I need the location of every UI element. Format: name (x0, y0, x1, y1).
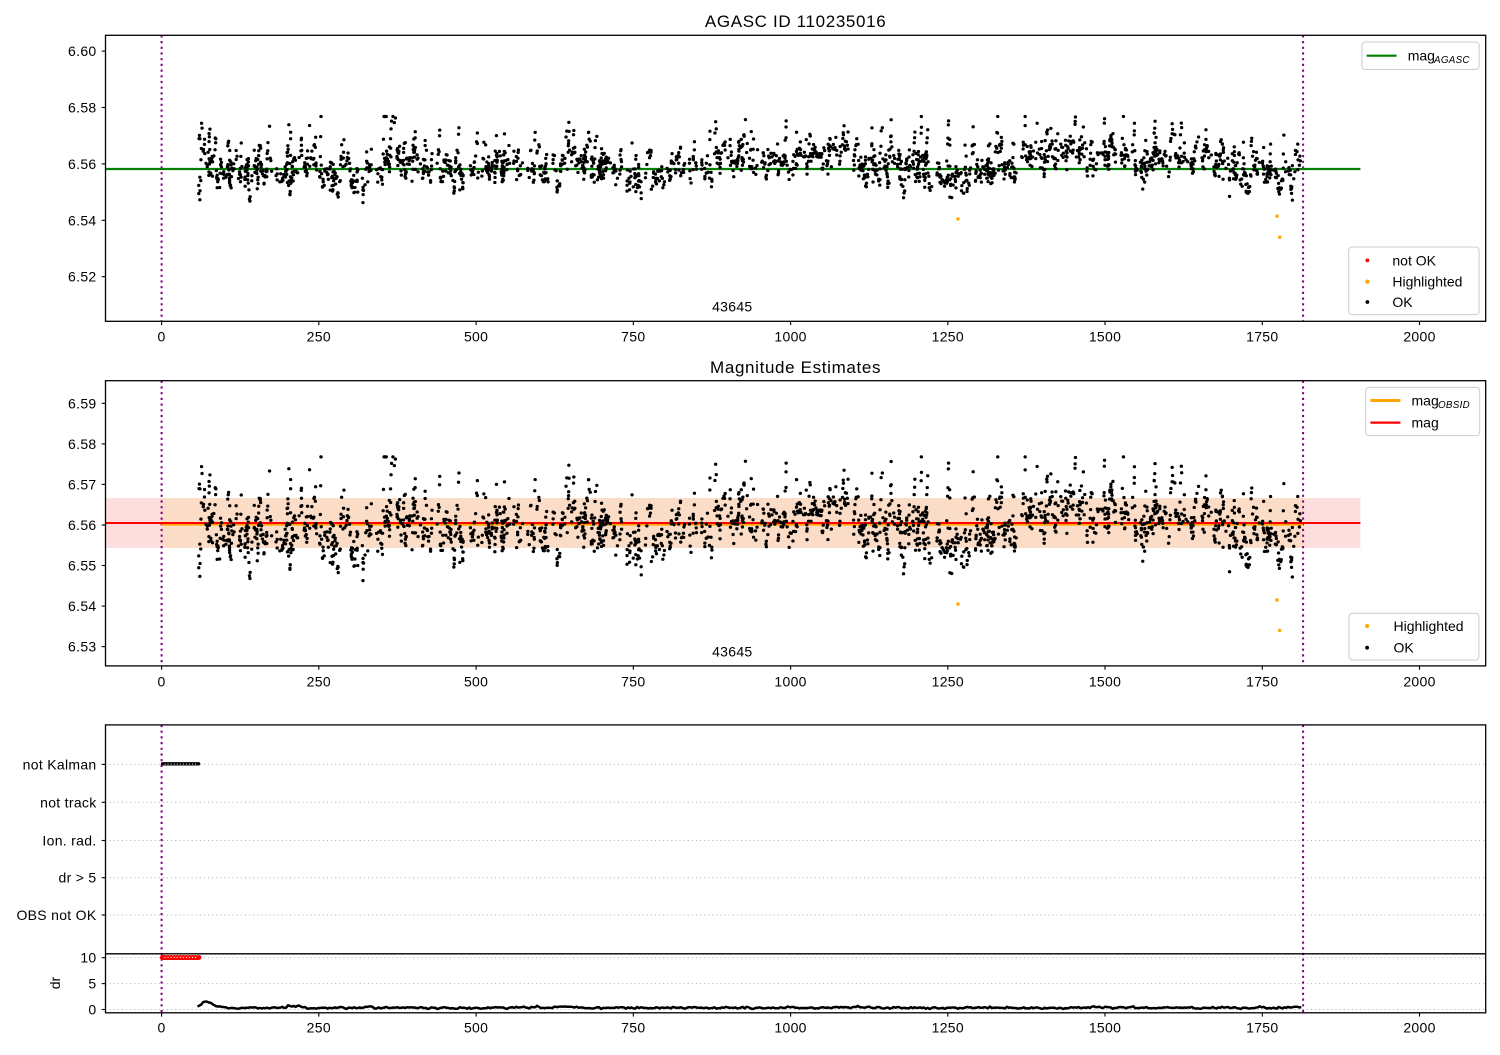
svg-text:6.57: 6.57 (68, 476, 96, 492)
svg-text:6.58: 6.58 (68, 100, 96, 116)
svg-text:1000: 1000 (774, 674, 806, 690)
svg-text:5: 5 (88, 976, 96, 992)
svg-text:1500: 1500 (1089, 674, 1121, 690)
svg-text:6.58: 6.58 (68, 436, 96, 452)
svg-text:dr > 5: dr > 5 (59, 870, 97, 886)
svg-text:1250: 1250 (932, 329, 964, 345)
svg-text:not track: not track (40, 794, 97, 810)
svg-text:6.54: 6.54 (68, 212, 96, 228)
svg-text:6.54: 6.54 (68, 598, 96, 614)
svg-text:mag: mag (1412, 414, 1439, 430)
svg-text:Highlighted: Highlighted (1392, 274, 1462, 290)
svg-text:6.60: 6.60 (68, 43, 96, 59)
svg-text:750: 750 (621, 329, 645, 345)
svg-text:0: 0 (158, 1020, 166, 1036)
svg-text:OK: OK (1394, 640, 1415, 656)
svg-text:6.56: 6.56 (68, 156, 96, 172)
svg-text:500: 500 (464, 1020, 488, 1036)
svg-text:not OK: not OK (1392, 252, 1436, 268)
svg-text:1000: 1000 (774, 1020, 806, 1036)
svg-text:dr: dr (47, 976, 63, 989)
svg-text:250: 250 (307, 674, 331, 690)
svg-text:500: 500 (464, 674, 488, 690)
svg-text:Ion. rad.: Ion. rad. (42, 833, 96, 849)
svg-text:AGASC ID 110235016: AGASC ID 110235016 (705, 12, 887, 31)
svg-text:0: 0 (158, 329, 166, 345)
svg-text:OBS not OK: OBS not OK (16, 907, 96, 923)
svg-text:mag: mag (1408, 48, 1435, 64)
svg-text:6.56: 6.56 (68, 517, 96, 533)
svg-text:0: 0 (88, 1002, 96, 1018)
svg-text:750: 750 (621, 674, 645, 690)
svg-text:750: 750 (621, 1020, 645, 1036)
svg-text:1750: 1750 (1246, 1020, 1278, 1036)
svg-text:6.52: 6.52 (68, 269, 96, 285)
svg-text:2000: 2000 (1403, 674, 1435, 690)
svg-text:500: 500 (464, 329, 488, 345)
svg-text:1500: 1500 (1089, 1020, 1121, 1036)
svg-text:6.59: 6.59 (68, 395, 96, 411)
svg-text:1750: 1750 (1246, 329, 1278, 345)
svg-text:1250: 1250 (932, 1020, 964, 1036)
svg-text:250: 250 (307, 1020, 331, 1036)
svg-text:1500: 1500 (1089, 329, 1121, 345)
svg-text:2000: 2000 (1403, 329, 1435, 345)
svg-text:1000: 1000 (774, 329, 806, 345)
svg-text:OK: OK (1392, 294, 1413, 310)
svg-text:1250: 1250 (932, 674, 964, 690)
svg-text:AGASC: AGASC (1433, 55, 1470, 66)
svg-text:OBSID: OBSID (1438, 400, 1470, 411)
svg-text:0: 0 (158, 674, 166, 690)
svg-text:6.55: 6.55 (68, 558, 96, 574)
svg-text:43645: 43645 (712, 298, 752, 314)
svg-text:Highlighted: Highlighted (1394, 618, 1464, 634)
svg-text:43645: 43645 (712, 644, 752, 660)
svg-text:Magnitude Estimates: Magnitude Estimates (710, 358, 881, 377)
svg-text:2000: 2000 (1403, 1020, 1435, 1036)
svg-text:mag: mag (1412, 392, 1439, 408)
svg-text:6.53: 6.53 (68, 639, 96, 655)
svg-text:250: 250 (307, 329, 331, 345)
svg-text:10: 10 (80, 950, 96, 966)
svg-text:1750: 1750 (1246, 674, 1278, 690)
svg-text:not Kalman: not Kalman (23, 756, 97, 772)
